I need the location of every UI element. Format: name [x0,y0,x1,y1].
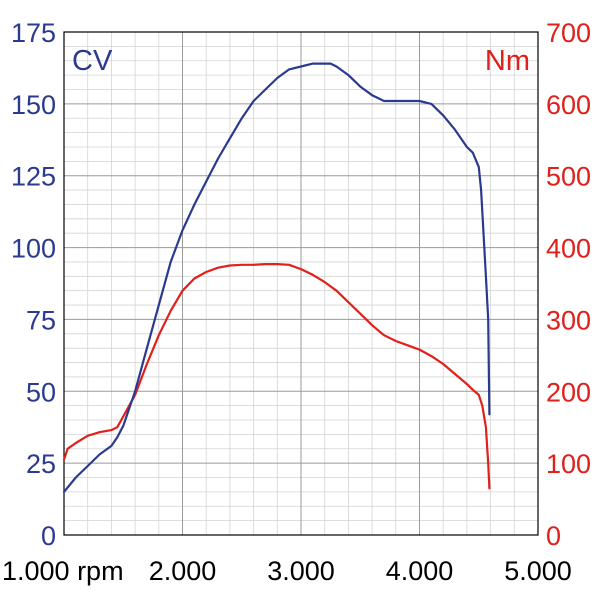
left-axis-tick-label: 175 [11,18,56,48]
left-axis-tick-label: 125 [11,162,56,192]
right-axis-tick-label: 0 [546,521,561,551]
x-axis-ticks: 1.000 rpm 2.000 3.000 4.000 5.000 [2,556,572,586]
right-axis-tick-label: 600 [546,90,591,120]
x-axis-tick-label: 5.000 [504,556,572,586]
left-axis-unit-label: CV [72,45,113,77]
left-axis-tick-label: 25 [26,449,56,479]
left-axis-ticks: 0 25 50 75 100 125 150 175 [11,18,56,551]
left-axis-tick-label: 100 [11,234,56,264]
right-axis-unit-label: Nm [485,45,530,77]
x-axis-tick-label: 1.000 rpm [2,556,124,586]
left-axis-tick-label: 150 [11,90,56,120]
x-axis-tick-label: 3.000 [267,556,335,586]
right-axis-ticks: 0 100 200 300 400 500 600 700 [546,18,591,551]
left-axis-tick-label: 0 [41,521,56,551]
x-axis-tick-label: 2.000 [149,556,217,586]
series-layer [62,62,491,493]
right-axis-tick-label: 400 [546,234,591,264]
torque-curve-nm [62,263,491,490]
right-axis-tick-label: 100 [546,449,591,479]
plot-frame [63,31,539,536]
grid-major [64,32,538,535]
left-axis-tick-label: 50 [26,377,56,407]
right-axis-tick-label: 700 [546,18,591,48]
power-curve-cv [62,62,491,493]
x-axis-tick-label: 4.000 [386,556,454,586]
right-axis-tick-label: 300 [546,305,591,335]
left-axis-tick-label: 75 [26,305,56,335]
right-axis-tick-label: 500 [546,162,591,192]
right-axis-tick-label: 200 [546,377,591,407]
